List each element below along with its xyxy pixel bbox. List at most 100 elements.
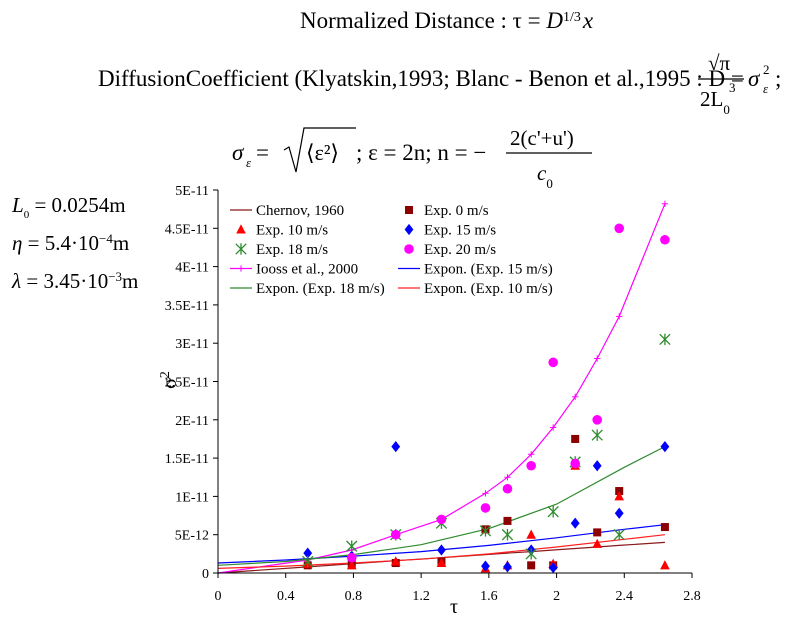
y-axis-label: σ2	[158, 371, 182, 389]
equation-semicolon: ;	[775, 66, 781, 91]
x-tick-label-5: 2	[553, 589, 560, 604]
y-tick-label-5: 2.5E-11	[165, 376, 209, 391]
fraction-num-d: √π	[708, 51, 731, 75]
point-iooss-et-al-2000-6	[504, 474, 511, 481]
legend-item-exp-10-m-s: Exp. 10 m/s	[236, 223, 328, 239]
point-exp-0-m-s-11	[660, 523, 669, 532]
equation-diffusion-coefficient: DiffusionCoefficient (Klyatskin,1993; Bl…	[98, 66, 744, 91]
legend-label-expon-exp-15-m-s: Expon. (Exp. 15 m/s)	[424, 262, 553, 278]
series-line-expon-exp-18-m-s	[217, 446, 666, 566]
point-exp-20-m-s-9	[614, 223, 625, 234]
point-exp-10-m-s-9	[592, 538, 602, 548]
legend-item-exp-15-m-s: Exp. 15 m/s	[404, 223, 496, 239]
point-iooss-et-al-2000-5	[482, 490, 489, 497]
fraction-den-n: c0	[537, 161, 553, 190]
y-tick-label-0: 0	[202, 567, 209, 582]
legend-item-exp-20-m-s: Exp. 20 m/s	[404, 242, 496, 258]
legend-item-exp-0-m-s: Exp. 0 m/s	[405, 203, 489, 219]
series-line-expon-exp-10-m-s	[217, 534, 665, 569]
series-expon-exp-18-m-s	[217, 446, 666, 566]
y-tick-label-7: 3.5E-11	[165, 299, 209, 314]
legend-item-expon-exp-10-m-s: Expon. (Exp. 10 m/s)	[398, 281, 553, 297]
point-iooss-et-al-2000-12	[661, 200, 669, 207]
point-iooss-et-al-2000-11	[616, 313, 623, 320]
point-exp-15-m-s-5	[503, 561, 512, 573]
legend-marker-exp-20-m-s	[404, 244, 414, 254]
y-tick-label-1: 5E-12	[175, 529, 209, 544]
y-tick-label-4: 2E-11	[175, 414, 209, 429]
legend-label-exp-0-m-s: Exp. 0 m/s	[424, 203, 489, 219]
legend-label-iooss-et-al-2000: Iooss et al., 2000	[256, 262, 358, 278]
legend-marker-exp-18-m-s	[235, 243, 247, 255]
series-line-expon-exp-15-m-s	[217, 524, 665, 564]
legend-item-expon-exp-15-m-s: Expon. (Exp. 15 m/s)	[398, 262, 553, 278]
legend-label-exp-20-m-s: Exp. 20 m/s	[424, 242, 496, 258]
sqrt-sign	[283, 127, 356, 173]
point-exp-10-m-s-3	[436, 557, 447, 568]
point-exp-0-m-s-5	[503, 516, 512, 525]
point-iooss-et-al-2000-9	[572, 393, 579, 400]
y-tick-label-2: 1E-11	[175, 490, 209, 505]
legend-label-expon-exp-10-m-s: Expon. (Exp. 10 m/s)	[424, 281, 553, 297]
x-tick-label-3: 1.2	[412, 589, 430, 604]
equation-eps-n: ; ε = 2n; n = −	[356, 140, 486, 165]
point-exp-0-m-s-6	[527, 561, 536, 570]
legend-label-exp-10-m-s: Exp. 10 m/s	[256, 223, 328, 239]
sqrt-body: ⟨ε²⟩	[306, 140, 339, 165]
point-exp-20-m-s-1	[390, 529, 401, 540]
legend-marker-exp-10-m-s	[236, 224, 246, 234]
series-exp-18-m-s	[302, 333, 671, 568]
equation-sigma-sq-sub: ε	[763, 81, 769, 96]
point-exp-18-m-s-7	[547, 506, 559, 518]
equation-sigma-eps: σ	[232, 140, 245, 165]
equation-sigma-sq-sup: 2	[763, 62, 770, 77]
x-tick-label-6: 2.4	[616, 589, 634, 604]
y-axis-label-text: σ2	[158, 371, 182, 389]
point-exp-20-m-s-10	[660, 234, 670, 245]
point-exp-15-m-s-10	[614, 507, 624, 519]
point-exp-18-m-s-1	[346, 540, 358, 552]
fraction-num-n: 2(c'+u')	[510, 126, 574, 150]
legend: Chernov, 1960 Exp. 0 m/s Exp. 10 m/s Exp. 1…	[230, 203, 553, 297]
legend-item-iooss-et-al-2000: Iooss et al., 2000	[230, 262, 358, 278]
legend-label-chernov-1960: Chernov, 1960	[256, 203, 344, 219]
legend-label-expon-exp-18-m-s: Expon. (Exp. 18 m/s)	[256, 281, 385, 297]
point-iooss-et-al-2000-10	[594, 355, 601, 362]
tick-labels: 0 0.4 0.8 1.2 1.6 2 2.4 2.8 0 5E-12 1E-11 1.5E-11 2E…	[165, 184, 701, 604]
legend-item-expon-exp-18-m-s: Expon. (Exp. 18 m/s)	[230, 281, 385, 297]
point-iooss-et-al-2000-7	[528, 451, 535, 458]
y-tick-label-9: 4.5E-11	[165, 222, 209, 237]
legend-marker-iooss-et-al-2000	[237, 265, 245, 272]
point-exp-20-m-s-2	[436, 514, 447, 525]
point-exp-20-m-s-7	[570, 458, 580, 469]
point-exp-18-m-s-4	[479, 525, 492, 537]
point-exp-15-m-s-8	[570, 517, 580, 529]
x-tick-label-2: 0.8	[345, 589, 363, 604]
point-exp-20-m-s-6	[548, 357, 558, 368]
point-exp-18-m-s-11	[659, 333, 671, 346]
point-exp-10-m-s-11	[660, 560, 670, 570]
point-exp-10-m-s-6	[526, 529, 536, 539]
point-exp-18-m-s-5	[501, 528, 514, 541]
point-exp-20-m-s-3	[480, 503, 491, 513]
legend-marker-exp-0-m-s	[405, 206, 413, 214]
fraction-den-d: 2L0	[700, 87, 730, 117]
param-eta: η = 5.4·10−4m	[12, 231, 129, 256]
point-exp-10-m-s-10	[614, 491, 625, 501]
point-exp-15-m-s-2	[391, 441, 401, 453]
point-exp-15-m-s-11	[660, 441, 670, 453]
equation-sigma-sq: σ	[748, 66, 761, 91]
point-exp-20-m-s-4	[502, 483, 513, 494]
legend-label-exp-18-m-s: Exp. 18 m/s	[256, 242, 328, 258]
series-expon-exp-15-m-s	[217, 524, 665, 564]
point-exp-20-m-s-5	[526, 460, 536, 471]
point-exp-15-m-s-9	[592, 460, 602, 472]
x-tick-label-1: 0.4	[277, 589, 295, 604]
series-exp-0-m-s	[303, 434, 669, 570]
legend-marker-exp-15-m-s	[404, 223, 414, 236]
point-iooss-et-al-2000-8	[550, 424, 557, 431]
equation-normalized-distance: Normalized Distance : τ = D1/3x	[300, 8, 594, 33]
point-exp-15-m-s-3	[437, 544, 446, 556]
point-exp-20-m-s-0	[346, 552, 357, 563]
